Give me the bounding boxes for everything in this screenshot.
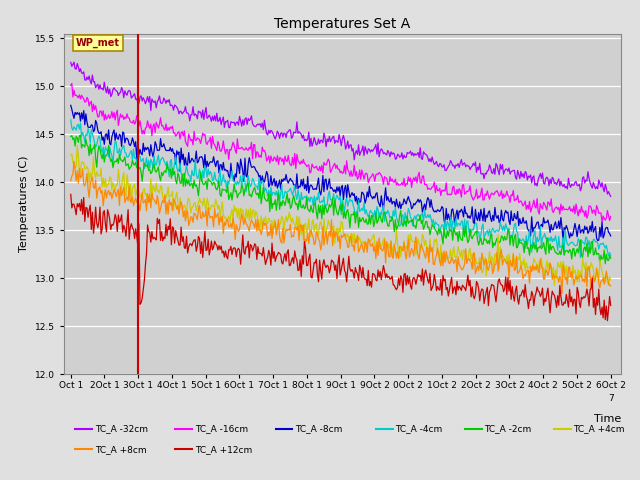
TC_A +4cm xyxy=(74,143,81,148)
Title: Temperatures Set A: Temperatures Set A xyxy=(275,17,410,31)
Text: TC_A -8cm: TC_A -8cm xyxy=(295,424,342,433)
TC_A -2cm xyxy=(607,255,614,261)
Line: TC_A +4cm: TC_A +4cm xyxy=(71,145,611,286)
TC_A -16cm xyxy=(598,219,606,225)
TC_A +4cm xyxy=(389,244,397,250)
TC_A -8cm xyxy=(595,237,603,243)
TC_A -16cm xyxy=(68,81,76,86)
TC_A -32cm xyxy=(389,150,397,156)
TC_A +8cm xyxy=(389,255,397,261)
TC_A +4cm xyxy=(511,261,518,267)
TC_A -2cm xyxy=(77,132,84,138)
TC_A -2cm xyxy=(67,133,75,139)
Text: TC_A -4cm: TC_A -4cm xyxy=(396,424,442,433)
Text: TC_A -32cm: TC_A -32cm xyxy=(95,424,148,433)
Text: TC_A +8cm: TC_A +8cm xyxy=(95,445,147,454)
TC_A -32cm xyxy=(360,153,368,158)
TC_A -8cm xyxy=(359,190,367,196)
TC_A -32cm xyxy=(328,137,335,143)
TC_A -4cm xyxy=(509,229,517,235)
TC_A -8cm xyxy=(323,187,331,192)
TC_A +4cm xyxy=(67,152,75,158)
TC_A -8cm xyxy=(509,217,517,223)
TC_A -2cm xyxy=(360,219,368,225)
TC_A -2cm xyxy=(389,218,397,224)
Line: TC_A -2cm: TC_A -2cm xyxy=(71,135,611,264)
TC_A -2cm xyxy=(511,234,518,240)
TC_A +8cm xyxy=(511,267,518,273)
Line: TC_A -32cm: TC_A -32cm xyxy=(71,62,611,196)
Line: TC_A -16cm: TC_A -16cm xyxy=(71,84,611,222)
TC_A -8cm xyxy=(388,201,396,207)
Text: 7: 7 xyxy=(608,394,614,403)
TC_A -4cm xyxy=(67,117,75,123)
TC_A +8cm xyxy=(360,250,368,255)
TC_A -8cm xyxy=(67,102,75,108)
TC_A +12cm xyxy=(607,302,614,308)
Text: Time: Time xyxy=(593,414,621,424)
TC_A +8cm xyxy=(558,290,566,296)
Y-axis label: Temperatures (C): Temperatures (C) xyxy=(19,156,29,252)
TC_A +4cm xyxy=(324,217,332,223)
TC_A -8cm xyxy=(326,185,334,191)
Line: TC_A -8cm: TC_A -8cm xyxy=(71,105,611,240)
TC_A +12cm xyxy=(359,264,367,270)
TC_A -16cm xyxy=(607,214,614,219)
TC_A -2cm xyxy=(596,261,604,266)
TC_A +4cm xyxy=(360,242,368,248)
TC_A +12cm xyxy=(509,293,517,299)
TC_A +12cm xyxy=(67,192,75,197)
Text: WP_met: WP_met xyxy=(76,38,120,48)
TC_A +4cm xyxy=(607,277,614,283)
TC_A +12cm xyxy=(326,265,334,271)
TC_A -4cm xyxy=(359,208,367,214)
Text: TC_A +12cm: TC_A +12cm xyxy=(195,445,252,454)
TC_A +12cm xyxy=(323,263,331,268)
TC_A -4cm xyxy=(607,253,614,259)
TC_A -16cm xyxy=(389,179,397,185)
Line: TC_A +12cm: TC_A +12cm xyxy=(71,194,611,321)
Text: TC_A -2cm: TC_A -2cm xyxy=(484,424,532,433)
TC_A -4cm xyxy=(326,197,334,203)
TC_A +4cm xyxy=(595,277,603,283)
TC_A +4cm xyxy=(605,283,612,288)
TC_A -16cm xyxy=(511,198,518,204)
TC_A -16cm xyxy=(595,211,603,216)
TC_A +8cm xyxy=(67,178,75,183)
TC_A +8cm xyxy=(596,285,604,291)
TC_A -2cm xyxy=(324,207,332,213)
TC_A -4cm xyxy=(595,246,603,252)
Line: TC_A +8cm: TC_A +8cm xyxy=(71,161,611,293)
Text: TC_A -16cm: TC_A -16cm xyxy=(195,424,248,433)
TC_A -8cm xyxy=(594,238,602,243)
TC_A -4cm xyxy=(388,216,396,222)
TC_A -16cm xyxy=(67,83,75,88)
TC_A +8cm xyxy=(324,233,332,239)
TC_A -16cm xyxy=(328,167,335,173)
TC_A -32cm xyxy=(595,177,603,183)
TC_A +8cm xyxy=(70,158,78,164)
TC_A +8cm xyxy=(607,283,614,289)
TC_A -16cm xyxy=(360,176,368,182)
TC_A -32cm xyxy=(511,168,518,173)
TC_A +12cm xyxy=(604,318,611,324)
TC_A -2cm xyxy=(595,251,603,257)
Line: TC_A -4cm: TC_A -4cm xyxy=(71,120,611,258)
TC_A +12cm xyxy=(594,302,602,308)
TC_A -32cm xyxy=(70,59,78,65)
TC_A +8cm xyxy=(328,217,335,223)
TC_A -32cm xyxy=(324,139,332,144)
TC_A -4cm xyxy=(577,255,584,261)
TC_A +12cm xyxy=(388,274,396,279)
TC_A -4cm xyxy=(323,202,331,208)
TC_A -2cm xyxy=(328,202,335,208)
TC_A -32cm xyxy=(607,193,614,199)
TC_A +4cm xyxy=(328,223,335,229)
TC_A -16cm xyxy=(324,156,332,162)
TC_A -8cm xyxy=(607,233,614,239)
Text: TC_A +4cm: TC_A +4cm xyxy=(573,424,625,433)
TC_A -32cm xyxy=(67,60,75,65)
